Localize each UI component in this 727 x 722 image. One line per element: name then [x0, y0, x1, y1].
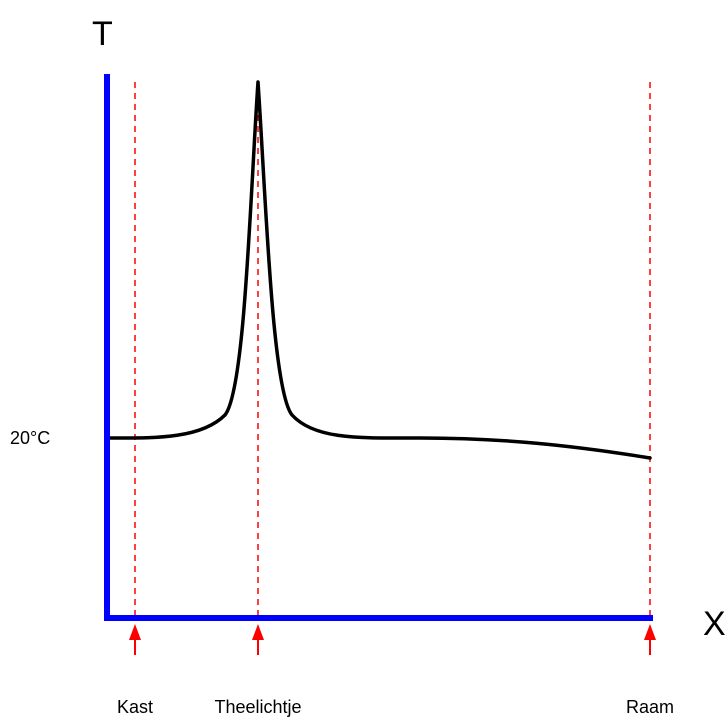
marker-label-kast: Kast	[117, 697, 153, 717]
marker-label-raam: Raam	[626, 697, 674, 717]
arrow-theelichtje	[252, 624, 264, 655]
arrow-kast	[129, 624, 141, 655]
x-axis-title: X	[703, 605, 726, 643]
marker-label-theelichtje: Theelichtje	[214, 697, 301, 717]
y-tick-label: 20°C	[10, 428, 50, 448]
y-axis-title: T	[92, 15, 113, 53]
arrow-raam	[644, 624, 656, 655]
temperature-curve	[105, 80, 652, 460]
